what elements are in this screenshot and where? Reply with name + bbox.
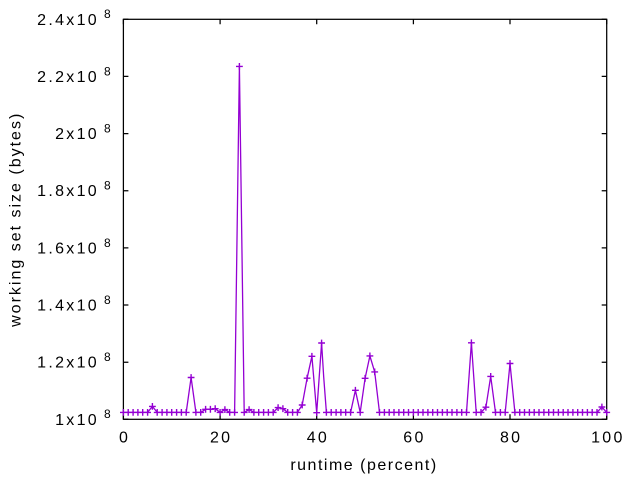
svg-text:8: 8 — [104, 407, 111, 421]
svg-text:1.6x10: 1.6x10 — [37, 240, 99, 257]
svg-text:1.4x10: 1.4x10 — [37, 298, 99, 315]
svg-text:1.8x10: 1.8x10 — [37, 183, 99, 200]
svg-text:20: 20 — [210, 430, 232, 447]
svg-text:2.2x10: 2.2x10 — [37, 69, 99, 86]
svg-text:8: 8 — [104, 64, 111, 78]
svg-text:8: 8 — [104, 179, 111, 193]
svg-text:80: 80 — [500, 430, 522, 447]
svg-text:8: 8 — [104, 7, 111, 21]
svg-text:runtime (percent): runtime (percent) — [290, 457, 437, 474]
svg-text:8: 8 — [104, 236, 111, 250]
svg-text:2x10: 2x10 — [55, 126, 99, 143]
svg-text:60: 60 — [403, 430, 425, 447]
svg-text:0: 0 — [119, 430, 130, 447]
svg-text:8: 8 — [104, 350, 111, 364]
svg-text:1.2x10: 1.2x10 — [37, 355, 99, 372]
svg-text:2.4x10: 2.4x10 — [37, 12, 99, 29]
svg-text:40: 40 — [307, 430, 329, 447]
svg-text:1x10: 1x10 — [55, 412, 99, 429]
svg-text:8: 8 — [104, 122, 111, 136]
svg-text:8: 8 — [104, 293, 111, 307]
svg-text:100: 100 — [591, 430, 625, 447]
svg-text:working set size (bytes): working set size (bytes) — [8, 112, 25, 328]
